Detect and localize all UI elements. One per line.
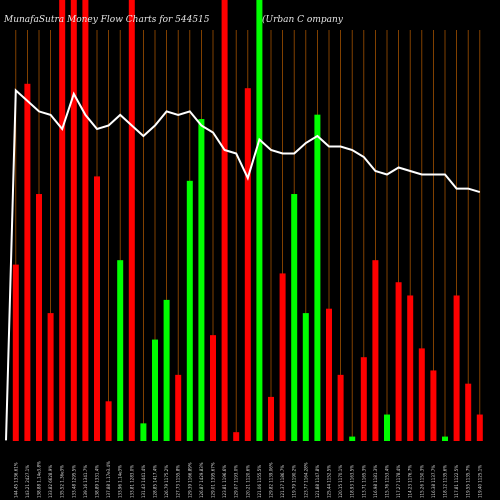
- x-tick-label: 129.07 1193.0%: [234, 465, 239, 498]
- x-tick-label: 114.23 1176.7%: [408, 465, 413, 498]
- money-flow-bar: [59, 0, 66, 441]
- money-flow-bar: [163, 299, 170, 441]
- money-flow-bar: [210, 335, 216, 441]
- x-tick-label: 135.52 1.36e3%: [60, 465, 65, 498]
- x-tick-label: 121.88 1147.8%: [315, 465, 320, 498]
- money-flow-bar: [349, 436, 356, 441]
- money-flow-bar: [314, 114, 321, 441]
- money-flow-bar: [430, 370, 437, 441]
- x-tick-label: 128.85 1417.4%: [153, 465, 158, 498]
- money-flow-bar: [372, 260, 379, 441]
- money-flow-bar: [244, 88, 251, 441]
- money-flow-bar: [337, 374, 344, 441]
- money-flow-bar: [70, 0, 77, 441]
- x-tick-label: 138.89 1331.4%: [95, 465, 100, 498]
- money-flow-bar: [152, 339, 158, 441]
- x-tick-label: 129.39 1166.89%: [187, 462, 192, 498]
- money-flow-bar: [105, 401, 112, 441]
- x-tick-label: 133.96 1.14e3%: [118, 465, 123, 498]
- money-flow-bar: [82, 0, 89, 441]
- money-flow-bar: [476, 414, 483, 441]
- money-flow-bar: [395, 282, 402, 441]
- x-tick-label: 115.76 1153.4%: [385, 465, 390, 498]
- x-tick-label: 120.15 1170.1%: [338, 465, 343, 498]
- money-flow-bar: [175, 374, 182, 441]
- money-flow-bar: [442, 436, 448, 441]
- x-tick-label: 144.45 1336.61%: [13, 462, 18, 498]
- x-tick-label: 133.82 6628.9%: [48, 465, 53, 498]
- money-flow-bar: [302, 313, 309, 441]
- money-flow-bar: [256, 0, 263, 441]
- x-tick-label: 133.81 1283.0%: [129, 465, 134, 498]
- x-tick-label: 119.55 1135.7%: [466, 465, 471, 498]
- chart-subtitle: (Urban C ompany: [262, 14, 344, 25]
- money-flow-bar: [36, 194, 42, 441]
- x-tick-label: 126.87 1429.83%: [199, 462, 204, 498]
- x-tick-label: 127.73 1155.8%: [176, 465, 181, 498]
- x-tick-label: 120.21 1120.6%: [245, 465, 250, 498]
- price-line: [5, 88, 481, 441]
- money-flow-bar: [221, 0, 228, 441]
- x-tick-label: 113.71 1165.3%: [361, 465, 366, 498]
- x-tick-label: 123.77 1164.28%: [303, 462, 308, 498]
- x-tick-label: 117.81 1122.5%: [454, 465, 459, 498]
- money-flow-bar: [198, 119, 205, 441]
- x-tick-label: 123.81 1196.6%: [222, 465, 227, 498]
- x-tick-label: 117.27 1178.4%: [396, 465, 401, 498]
- money-flow-bar: [326, 308, 332, 441]
- x-tick-label: 143.21 2427.1%: [25, 465, 30, 498]
- x-tick-label: 116.38 1137.7%: [431, 465, 436, 498]
- x-tick-label: 139.16 1341.7%: [83, 465, 88, 498]
- bars: [12, 0, 483, 441]
- money-flow-bar: [128, 0, 135, 441]
- chart-title: MunafaSutra Money Flow Charts for 544515: [3, 15, 210, 25]
- money-flow-bar: [186, 180, 193, 441]
- x-tick-label: 121.37 1186.7%: [280, 465, 285, 498]
- x-tick-label: 119.40 1125.1%: [477, 465, 482, 498]
- money-flow-bar: [117, 260, 124, 441]
- x-tick-label: 129.01 1395.67%: [211, 462, 216, 498]
- money-flow-bar: [360, 357, 367, 441]
- money-flow-bar: [94, 176, 100, 441]
- money-flow-bar: [12, 264, 19, 441]
- price-line-layer: [5, 88, 481, 441]
- money-flow-bar: [233, 432, 240, 441]
- money-flow-bar: [453, 295, 460, 441]
- x-tick-label: 131.43 1441.4%: [141, 465, 146, 498]
- money-flow-bar: [47, 313, 54, 441]
- x-tick-label: 137.88 1.17e3.4%: [106, 461, 111, 498]
- x-tick-label: 121.06 1155.5%: [257, 465, 262, 498]
- x-tick-label: 125.44 1152.5%: [327, 465, 332, 498]
- money-flow-bar: [279, 273, 286, 441]
- money-flow-bar: [268, 396, 274, 441]
- money-flow-bar: [24, 83, 31, 441]
- x-tick-labels: 144.45 1336.61% 143.21 2427.1% 138.88 1.14…: [13, 461, 482, 498]
- money-flow-bar: [140, 423, 147, 441]
- x-tick-label: 126.79 1175.2%: [164, 465, 169, 498]
- x-tick-label: 115.26 1150.3%: [419, 465, 424, 498]
- money-flow-bar: [384, 414, 390, 441]
- money-flow-bar: [407, 295, 414, 441]
- money-flow-bar: [418, 348, 425, 441]
- x-tick-label: 138.88 1.14e3.8%: [37, 461, 42, 498]
- x-tick-label: 116.98 1181.3%: [373, 465, 378, 498]
- x-tick-label: 118.12 1135.6%: [443, 465, 448, 498]
- x-tick-label: 119.79 1190.2%: [292, 465, 297, 498]
- money-flow-bar: [465, 383, 472, 441]
- x-tick-label: 133.48 1295.5%: [71, 465, 76, 498]
- x-tick-label: 118.93 1163.5%: [350, 465, 355, 498]
- x-tick-label: 129.82 1139.06%: [269, 462, 274, 498]
- money-flow-bar: [291, 194, 298, 441]
